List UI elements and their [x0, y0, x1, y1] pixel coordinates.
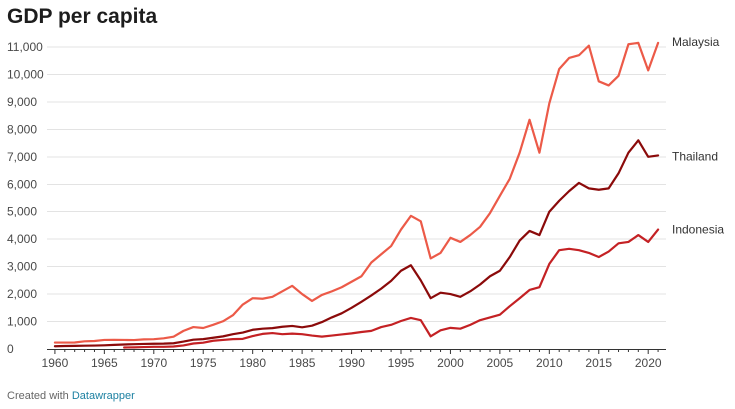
x-tick-label: 2000 — [437, 356, 464, 370]
x-tick-label: 1960 — [42, 356, 69, 370]
y-tick-label: 8,000 — [7, 122, 37, 136]
y-tick-label: 2,000 — [7, 287, 37, 301]
y-tick-label: 4,000 — [7, 232, 37, 246]
series-label-malaysia: Malaysia — [672, 35, 720, 49]
x-tick-label: 1970 — [140, 356, 167, 370]
chart-title: GDP per capita — [7, 5, 158, 28]
x-tick-label: 1990 — [338, 356, 365, 370]
x-tick-label: 2010 — [536, 356, 563, 370]
y-tick-label: 6,000 — [7, 177, 37, 191]
x-tick-label: 2015 — [585, 356, 612, 370]
series-line-malaysia — [53, 41, 660, 344]
x-tick-label: 1980 — [239, 356, 266, 370]
series-labels: Malaysia Thailand Indonesia — [672, 35, 724, 237]
x-tick-label: 1995 — [388, 356, 415, 370]
x-axis: 1960 1965 1970 1975 1980 1985 1990 1995 2000 2005… — [42, 349, 666, 370]
attribution: Created with Datawrapper — [7, 389, 135, 403]
x-tick-label: 1975 — [190, 356, 217, 370]
y-axis-tick-labels: 0 1,000 2,000 3,000 4,000 5,000 6,000 7,000 8,00… — [7, 40, 44, 356]
series-label-indonesia: Indonesia — [672, 223, 724, 237]
gridlines — [47, 46, 666, 323]
x-tick-label: 1985 — [289, 356, 316, 370]
x-tick-label: 1965 — [91, 356, 118, 370]
x-tick-label: 2005 — [487, 356, 514, 370]
y-tick-label: 11,000 — [7, 40, 43, 54]
y-tick-label: 0 — [7, 342, 14, 356]
y-tick-label: 9,000 — [7, 95, 37, 109]
attribution-prefix: Created with — [7, 390, 69, 402]
series-lines — [53, 41, 660, 349]
datawrapper-link[interactable]: Datawrapper — [71, 390, 135, 402]
series-line-thailand — [53, 139, 660, 348]
series-line-indonesia — [123, 228, 660, 349]
series-label-thailand: Thailand — [672, 149, 718, 163]
x-tick-label: 2020 — [635, 356, 662, 370]
y-tick-label: 5,000 — [7, 205, 37, 219]
y-tick-label: 1,000 — [7, 315, 37, 329]
y-tick-label: 7,000 — [7, 150, 37, 164]
y-tick-label: 3,000 — [7, 260, 37, 274]
y-tick-label: 10,000 — [7, 67, 44, 81]
